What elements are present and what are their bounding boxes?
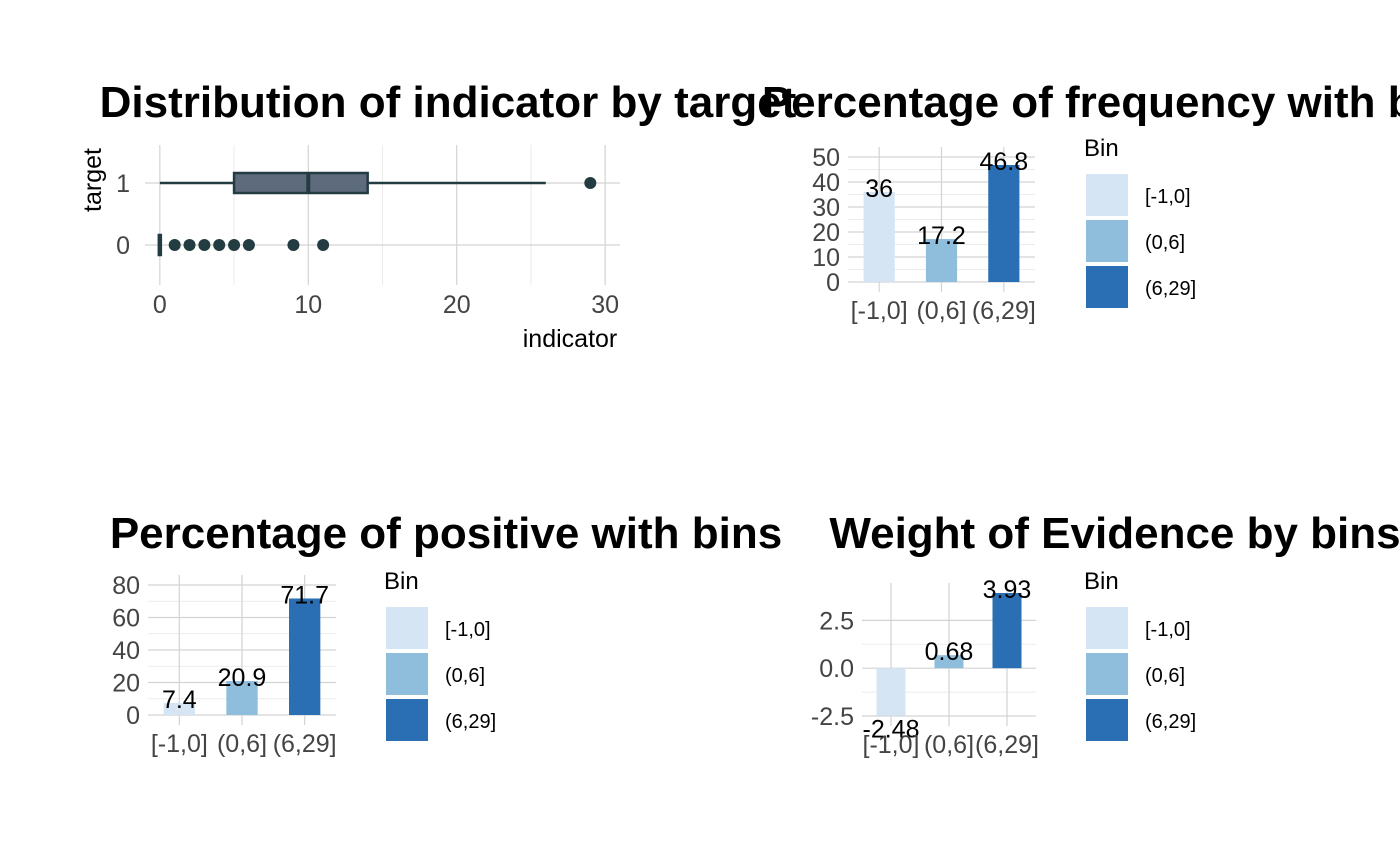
x-tick-label: 0 <box>153 291 167 319</box>
legend-key <box>1086 653 1128 695</box>
y-tick-label: 30 <box>812 194 840 222</box>
legend-title: Bin <box>384 568 419 595</box>
outlier-point <box>242 239 255 251</box>
x-axis-title: indicator <box>523 325 618 353</box>
bar <box>289 598 321 715</box>
bar <box>226 681 258 715</box>
x-tick-label: 20 <box>443 291 471 319</box>
legend-label: [-1,0] <box>1145 619 1191 641</box>
data-label: 36 <box>865 175 893 203</box>
y-axis-title: target <box>79 148 107 212</box>
y-tick-label: 60 <box>112 605 140 633</box>
legend-key <box>386 699 428 741</box>
legend-key <box>1086 174 1128 216</box>
legend-key <box>386 653 428 695</box>
x-tick-label: 30 <box>591 291 619 319</box>
legend-key <box>1086 607 1128 649</box>
chart-title: Percentage of positive with bins <box>110 509 782 558</box>
data-label: 3.93 <box>983 576 1032 604</box>
y-tick-label: 0.0 <box>819 655 854 683</box>
y-tick-label: 10 <box>812 244 840 272</box>
x-tick-label: (6,29] <box>975 731 1039 759</box>
legend-key <box>1086 266 1128 308</box>
outlier-point <box>198 239 211 251</box>
x-tick-label: (6,29] <box>273 730 337 758</box>
data-label: 71.7 <box>280 581 329 609</box>
panel-positive: Percentage of positive with bins 7.4 20.9 7… <box>110 509 782 758</box>
x-tick-label: [-1,0] <box>863 731 920 759</box>
legend-label: (0,6] <box>445 665 485 687</box>
box-0 <box>157 233 330 257</box>
y-tick-label: 50 <box>812 144 840 172</box>
y-tick-label: 40 <box>112 637 140 665</box>
bar <box>934 655 964 669</box>
legend-label: (6,29] <box>1145 278 1196 300</box>
legend: Bin [-1,0] (0,6] (6,29] <box>384 568 496 741</box>
panel-frequency: Percentage of frequency with bins 36 17.2 4… <box>762 78 1400 325</box>
bar <box>163 702 195 715</box>
panel-woe: Weight of Evidence by bins -2.48 0.68 3.93 -… <box>811 509 1400 759</box>
bar <box>988 165 1020 282</box>
y-tick-label: 0 <box>116 232 130 260</box>
legend-label: (0,6] <box>1145 665 1185 687</box>
legend-label: (0,6] <box>1145 232 1185 254</box>
legend: Bin [-1,0] (0,6] (6,29] <box>1084 568 1196 741</box>
x-tick-label: [-1,0] <box>151 730 208 758</box>
y-tick-label: 80 <box>112 572 140 600</box>
y-tick-label: 1 <box>116 170 130 198</box>
y-tick-label: 20 <box>812 219 840 247</box>
data-label: -2.48 <box>863 716 920 744</box>
legend-label: [-1,0] <box>1145 186 1191 208</box>
y-tick-label: 20 <box>112 670 140 698</box>
x-tick-label: (6,29] <box>972 297 1036 325</box>
outlier-point <box>183 239 196 251</box>
legend-label: (6,29] <box>445 711 496 733</box>
x-tick-label: 10 <box>294 291 322 319</box>
chart-title: Weight of Evidence by bins <box>829 509 1400 558</box>
outlier-point <box>213 239 226 251</box>
outlier-point <box>584 177 597 189</box>
chart-title: Distribution of indicator by target <box>100 78 797 127</box>
outlier-point <box>168 239 181 251</box>
y-tick-label: 40 <box>812 169 840 197</box>
bar <box>992 593 1022 669</box>
data-label: 20.9 <box>218 664 267 692</box>
data-label: 0.68 <box>925 638 974 666</box>
y-tick-label: -2.5 <box>811 703 854 731</box>
data-label: 17.2 <box>917 222 966 250</box>
y-tick-label: 0 <box>126 702 140 730</box>
x-tick-label: (0,6] <box>924 731 974 759</box>
x-tick-label: (0,6] <box>916 297 966 325</box>
outlier-point <box>228 239 241 251</box>
x-tick-label: (0,6] <box>217 730 267 758</box>
legend-title: Bin <box>1084 568 1119 595</box>
y-tick-label: 2.5 <box>819 607 854 635</box>
bar <box>863 192 895 282</box>
y-tick-label: 0 <box>826 269 840 297</box>
legend-title: Bin <box>1084 135 1119 162</box>
legend-key <box>386 607 428 649</box>
legend-label: [-1,0] <box>445 619 491 641</box>
legend-key <box>1086 220 1128 262</box>
bar <box>876 668 906 716</box>
legend-key <box>1086 699 1128 741</box>
box-1 <box>159 171 597 195</box>
outlier-point <box>317 239 330 251</box>
data-label: 46.8 <box>979 148 1028 176</box>
bar <box>925 239 958 282</box>
legend-label: (6,29] <box>1145 711 1196 733</box>
legend: Bin [-1,0] (0,6] (6,29] <box>1084 135 1196 308</box>
box-body <box>232 171 369 195</box>
chart-title: Percentage of frequency with bins <box>762 78 1400 127</box>
x-tick-label: [-1,0] <box>851 297 908 325</box>
data-label: 7.4 <box>162 686 197 714</box>
outlier-point <box>287 239 300 251</box>
